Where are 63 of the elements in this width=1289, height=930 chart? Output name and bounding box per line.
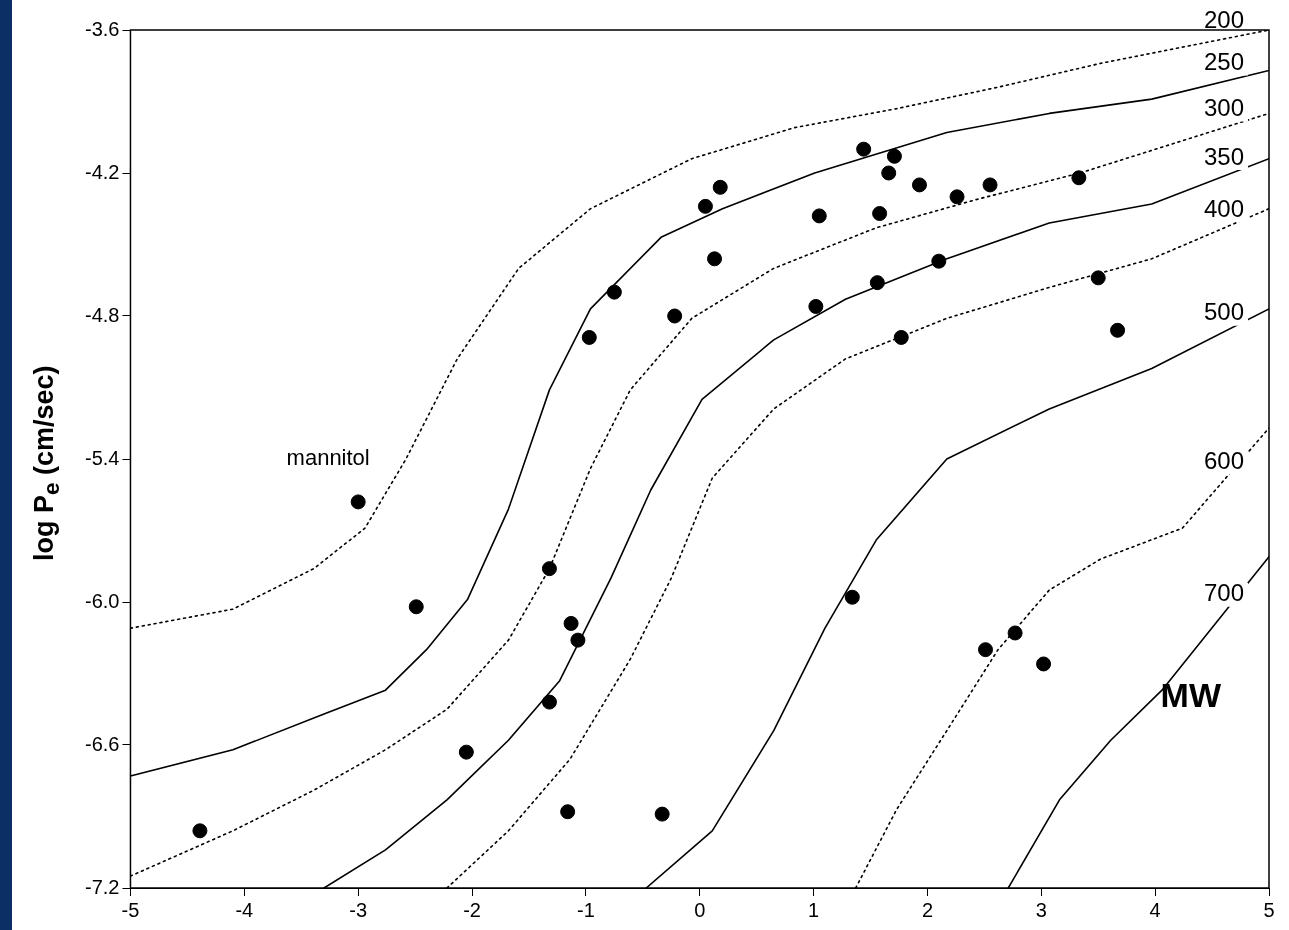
series-label: 350 (1203, 142, 1245, 170)
point (458, 744, 474, 760)
x-tick-label: 2 (921, 898, 933, 921)
series-label: 500 (1203, 298, 1245, 326)
point (192, 823, 208, 839)
legend-title: MW (1160, 676, 1222, 715)
x-tick-label: 1 (808, 898, 820, 921)
x-tick-label: -1 (576, 898, 595, 921)
point (350, 494, 366, 510)
x-tick-label: -4 (235, 898, 254, 921)
point (408, 599, 424, 615)
point (707, 251, 723, 267)
point (1007, 625, 1023, 641)
point (570, 632, 586, 648)
point (712, 179, 728, 195)
point (931, 253, 947, 269)
point (667, 308, 683, 324)
point (881, 165, 897, 181)
x-tick-label: 3 (1035, 898, 1047, 921)
point (893, 329, 909, 345)
point (697, 198, 713, 214)
point (982, 177, 998, 193)
series-label: 600 (1203, 446, 1245, 474)
point (606, 284, 622, 300)
point (541, 561, 557, 577)
point (1090, 270, 1106, 286)
series-label: 700 (1203, 579, 1245, 607)
series-label: 400 (1203, 194, 1245, 222)
x-tick-label: 5 (1263, 898, 1275, 921)
point (811, 208, 827, 224)
point (869, 275, 885, 291)
point (1110, 322, 1126, 338)
annotation: mannitol (286, 444, 370, 470)
series-label: 300 (1203, 94, 1245, 122)
y-tick-label: -4.2 (84, 160, 120, 183)
point (560, 804, 576, 820)
y-tick-label: -6.6 (84, 732, 120, 755)
x-tick-label: 4 (1149, 898, 1161, 921)
point (1071, 170, 1087, 186)
y-tick-label: -3.6 (84, 17, 120, 40)
x-tick-label: 0 (694, 898, 706, 921)
point (541, 694, 557, 710)
point (949, 189, 965, 205)
point (581, 329, 597, 345)
x-tick-label: -2 (463, 898, 481, 921)
series-label: 200 (1203, 5, 1245, 33)
point (856, 141, 872, 157)
y-tick-label: -5.4 (84, 446, 120, 469)
point (886, 148, 902, 164)
point (654, 806, 670, 822)
point (844, 589, 860, 605)
point (911, 177, 927, 193)
y-tick-label: -6.0 (84, 589, 120, 612)
series-label: 250 (1203, 48, 1245, 76)
point (563, 615, 579, 631)
point (1036, 656, 1052, 672)
y-tick-label: -7.2 (84, 875, 120, 898)
point (872, 206, 888, 222)
point (808, 298, 824, 314)
point (978, 642, 993, 658)
y-tick-label: -4.8 (84, 303, 120, 326)
x-tick-label: -5 (121, 898, 140, 921)
x-tick-label: -3 (349, 898, 368, 921)
